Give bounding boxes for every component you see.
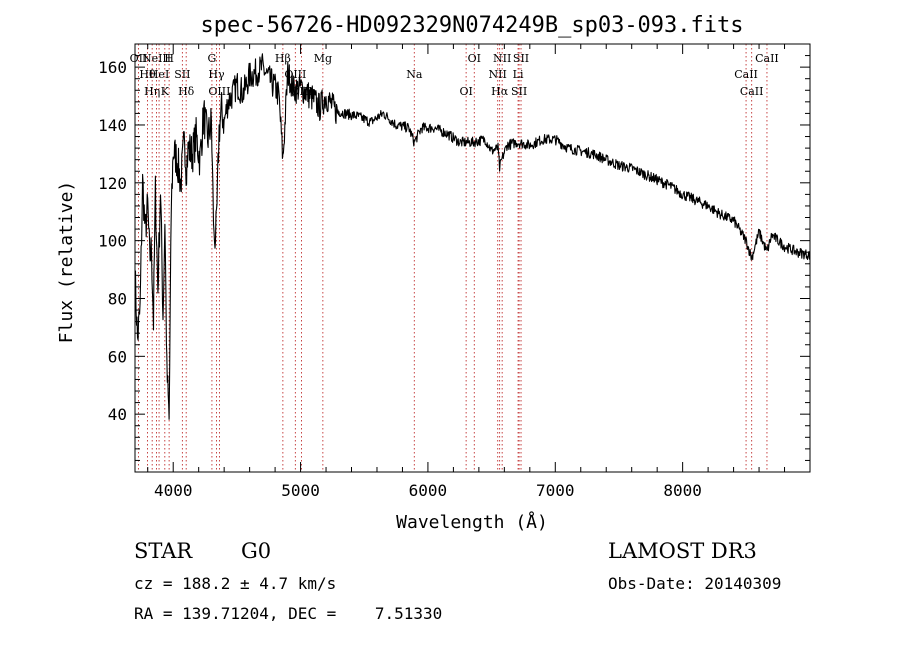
spectral-line-markers	[137, 44, 768, 472]
observation-date: Obs-Date: 20140309	[608, 574, 782, 593]
y-tick-label: 160	[98, 58, 127, 77]
axis-ticks: 4000 5000 6000 7000 8000 40 60 80 100 120 140 160	[98, 43, 810, 500]
line-label: NII	[489, 68, 507, 81]
redshift-velocity: cz = 188.2 ± 4.7 km/s	[134, 574, 337, 593]
x-tick-label: 7000	[536, 481, 575, 500]
object-class: STAR	[134, 539, 193, 563]
x-axis-label: Wavelength (Å)	[396, 511, 548, 533]
y-tick-label: 100	[98, 232, 127, 251]
y-tick-label: 120	[98, 174, 127, 193]
x-tick-label: 5000	[281, 481, 320, 500]
line-label: Na	[406, 68, 423, 81]
line-label: OI	[459, 85, 472, 98]
line-label: Hδ	[178, 85, 195, 98]
line-label: K	[161, 85, 170, 98]
line-label: CaII	[755, 52, 779, 65]
line-label: HeI	[149, 68, 169, 81]
line-label: G	[208, 52, 217, 65]
line-label: Hγ	[208, 68, 225, 81]
x-tick-label: 4000	[154, 481, 193, 500]
x-tick-label: 8000	[663, 481, 702, 500]
line-label: Hβ	[275, 52, 291, 65]
survey-name: LAMOST DR3	[608, 539, 757, 563]
line-label: OII	[130, 52, 148, 65]
line-label: SII	[513, 52, 529, 65]
line-label: OIII	[208, 85, 230, 98]
line-label: SII	[511, 85, 527, 98]
y-tick-label: 140	[98, 116, 127, 135]
line-label: Mg	[314, 52, 332, 65]
spectrum-series	[134, 53, 811, 420]
y-tick-label: 60	[108, 347, 127, 366]
y-tick-label: 40	[108, 405, 127, 424]
line-label: H	[164, 52, 174, 65]
x-tick-label: 6000	[409, 481, 448, 500]
chart-title: spec-56726-HD092329N074249B_sp03-093.fit…	[200, 13, 743, 38]
plot-frame	[134, 43, 811, 473]
line-label: SII	[174, 68, 190, 81]
y-axis-label: Flux (relative)	[56, 181, 77, 344]
spectrum-line	[134, 53, 811, 420]
line-label: NII	[493, 52, 511, 65]
line-label: Hη	[144, 85, 160, 98]
line-label: OIII	[290, 85, 312, 98]
y-tick-label: 80	[108, 289, 127, 308]
line-label: Li	[513, 68, 524, 81]
coordinates: RA = 139.71204, DEC = 7.51330	[134, 604, 443, 623]
line-label: CaII	[740, 85, 764, 98]
object-subclass: G0	[241, 539, 272, 563]
line-label: OI	[468, 52, 481, 65]
line-label: NeIII	[142, 52, 171, 65]
line-label: CaII	[734, 68, 758, 81]
line-label: Hα	[491, 85, 509, 98]
line-label: Hθ	[139, 68, 156, 81]
line-label: OIII	[284, 68, 306, 81]
line-labels: OIIHθHηNeIIIHeIKHSIIHδGHγOIIIHβOIIIOIIIM…	[130, 52, 779, 98]
